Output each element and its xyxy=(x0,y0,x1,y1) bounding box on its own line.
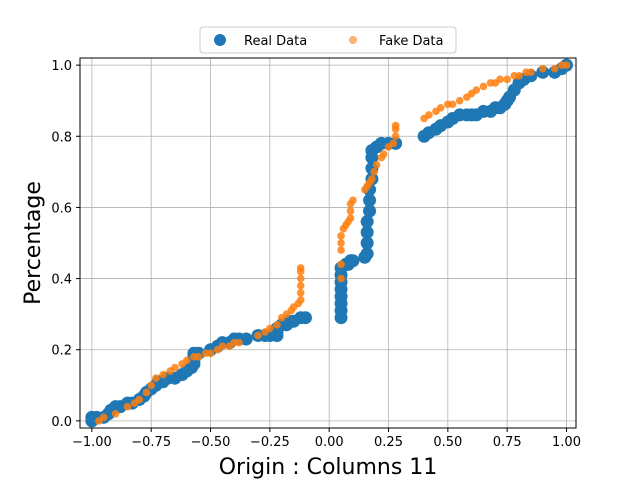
point-real-data xyxy=(360,236,374,250)
x-tick-label: 0.75 xyxy=(493,435,522,450)
y-tick-label: 0.6 xyxy=(51,201,72,216)
point-fake-data xyxy=(296,264,305,272)
point-fake-data xyxy=(368,175,376,183)
point-fake-data xyxy=(379,150,388,158)
x-tick-label: 1.00 xyxy=(552,435,581,450)
point-fake-data xyxy=(171,363,179,372)
y-tick-label: 0.0 xyxy=(51,415,72,430)
point-fake-data xyxy=(550,64,559,73)
point-fake-data xyxy=(135,395,144,404)
point-fake-data xyxy=(496,75,504,84)
point-real-data xyxy=(360,225,374,239)
point-fake-data xyxy=(218,342,227,350)
point-fake-data xyxy=(296,289,305,297)
axis-ticks: −1.00 −0.75 −0.50 −0.25 0.00 0.25 0.50 0.75 1.00… xyxy=(51,59,581,450)
point-fake-data xyxy=(346,214,355,222)
point-fake-data xyxy=(194,353,203,361)
point-fake-data xyxy=(479,82,488,91)
point-fake-data xyxy=(562,61,571,69)
point-fake-data xyxy=(391,121,400,130)
point-fake-data xyxy=(296,281,305,290)
point-fake-data xyxy=(349,196,357,205)
point-fake-data xyxy=(391,132,400,141)
point-fake-data xyxy=(147,381,155,390)
legend-marker-fake-data xyxy=(349,36,357,44)
point-fake-data xyxy=(372,160,381,169)
y-tick-label: 0.4 xyxy=(51,273,72,288)
point-fake-data xyxy=(111,409,120,418)
point-fake-data xyxy=(436,104,445,112)
legend-marker-real-data xyxy=(214,34,226,46)
grid-lines xyxy=(80,58,576,428)
point-real-data xyxy=(346,254,360,268)
x-tick-label: 0.50 xyxy=(433,435,462,450)
point-fake-data xyxy=(254,331,262,340)
y-tick-label: 0.8 xyxy=(51,130,72,145)
point-fake-data xyxy=(273,321,281,329)
point-fake-data xyxy=(538,64,547,73)
data-points xyxy=(85,58,574,428)
point-fake-data xyxy=(337,239,345,247)
point-fake-data xyxy=(235,338,243,347)
legend-label-real-data: Real Data xyxy=(244,34,307,49)
point-real-data xyxy=(298,311,312,325)
point-real-data xyxy=(363,193,377,207)
x-tick-label: −1.00 xyxy=(72,435,112,450)
point-fake-data xyxy=(182,356,191,365)
point-fake-data xyxy=(123,402,132,411)
point-fake-data xyxy=(99,413,108,422)
point-fake-data xyxy=(389,139,398,148)
point-fake-data xyxy=(337,246,345,254)
point-fake-data xyxy=(296,296,305,304)
point-fake-data xyxy=(425,111,433,119)
point-fake-data xyxy=(448,100,457,109)
legend-label-fake-data: Fake Data xyxy=(379,34,444,49)
point-fake-data xyxy=(159,370,167,379)
point-fake-data xyxy=(455,96,464,105)
legend-box xyxy=(199,26,457,54)
x-tick-label: −0.75 xyxy=(131,435,171,450)
point-fake-data xyxy=(503,75,511,84)
x-axis-label: Origin : Columns 11 xyxy=(219,455,438,480)
point-fake-data xyxy=(266,324,274,333)
point-real-data xyxy=(239,332,253,346)
point-fake-data xyxy=(152,374,160,382)
point-fake-data xyxy=(337,274,345,283)
legend: Real Data Fake Data xyxy=(199,26,457,54)
point-fake-data xyxy=(370,168,379,176)
point-fake-data xyxy=(296,274,305,283)
point-fake-data xyxy=(472,86,481,94)
plot-frame xyxy=(79,57,577,429)
y-tick-label: 1.0 xyxy=(51,59,72,74)
x-tick-label: 0.25 xyxy=(374,435,403,450)
x-tick-label: −0.50 xyxy=(191,435,231,450)
point-fake-data xyxy=(337,260,345,269)
point-fake-data xyxy=(206,349,215,358)
point-fake-data xyxy=(346,207,355,215)
point-fake-data xyxy=(527,68,535,77)
y-tick-label: 0.2 xyxy=(51,344,72,359)
y-axis-label: Percentage xyxy=(21,181,46,305)
point-fake-data xyxy=(142,388,151,397)
point-fake-data xyxy=(337,232,345,240)
point-real-data xyxy=(360,247,374,261)
point-real-data xyxy=(360,215,374,229)
x-tick-label: −0.25 xyxy=(250,435,290,450)
x-tick-label: 0.00 xyxy=(315,435,344,450)
point-real-data xyxy=(363,204,377,218)
point-fake-data xyxy=(515,71,523,80)
